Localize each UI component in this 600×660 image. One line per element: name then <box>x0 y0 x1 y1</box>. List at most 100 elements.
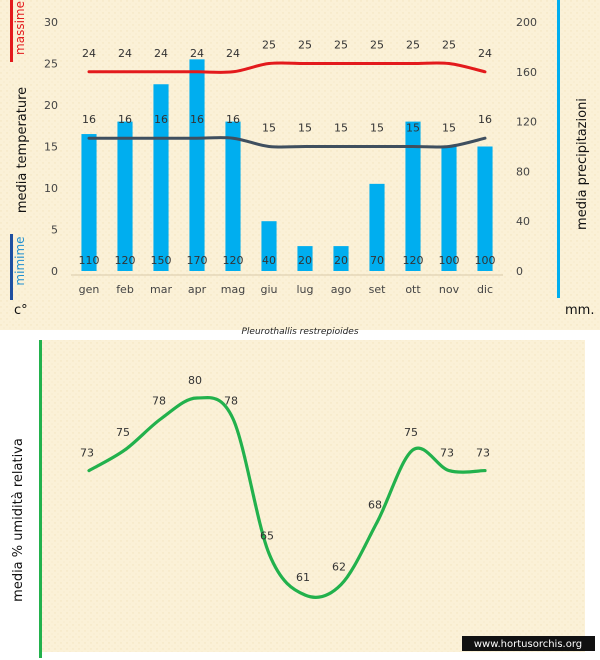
max-temperature-label: 24 <box>190 47 204 60</box>
left-tick-label: 0 <box>51 265 58 278</box>
humidity-label: 78 <box>224 395 238 408</box>
humidity-label: 78 <box>152 395 166 408</box>
humidity-label: 73 <box>80 447 94 460</box>
precipitation-bar <box>405 121 421 271</box>
month-label: ago <box>331 283 352 296</box>
max-temperature-label: 24 <box>82 47 96 60</box>
min-temperature-label: 15 <box>262 122 276 135</box>
left-tick-label: 15 <box>44 141 58 154</box>
max-temperature-line <box>87 61 487 74</box>
humidity-label: 73 <box>440 447 454 460</box>
month-label: set <box>369 283 386 296</box>
max-temperature-label: 24 <box>154 47 168 60</box>
humidity-label: 75 <box>116 426 130 439</box>
max-temperature-label: 25 <box>370 39 384 52</box>
min-temperature-label: 16 <box>226 113 240 126</box>
max-temperature-label: 25 <box>442 39 456 52</box>
max-temperature-label: 25 <box>406 39 420 52</box>
month-label: feb <box>116 283 134 296</box>
humidity-line <box>87 395 487 599</box>
species-title: Pleurothallis restrepioides <box>241 327 358 337</box>
humidity-chart-background <box>40 340 585 652</box>
precipitation-label: 20 <box>334 254 348 267</box>
month-label: mar <box>150 283 172 296</box>
right-tick-label: 120 <box>516 116 537 129</box>
month-label: apr <box>188 283 207 296</box>
left-unit-label: c° <box>14 303 28 318</box>
min-temperature-label: 16 <box>82 113 96 126</box>
precipitation-label: 100 <box>439 254 460 267</box>
humidity-label: 68 <box>368 498 382 511</box>
right-axis-title: media precipitazioni <box>575 98 590 230</box>
left-tick-label: 25 <box>44 58 58 71</box>
precipitation-label: 20 <box>298 254 312 267</box>
precipitation-label: 110 <box>79 254 100 267</box>
left-tick-label: 5 <box>51 224 58 237</box>
precipitation-bar <box>189 59 205 271</box>
right-tick-label: 40 <box>516 215 530 228</box>
legend-min-label: mimime <box>13 236 27 285</box>
max-temperature-label: 24 <box>118 47 132 60</box>
min-temperature-label: 16 <box>478 113 492 126</box>
humidity-chart: 73 75 78 80 78 65 61 62 68 75 73 73 <box>80 374 490 599</box>
min-temperature-label: 16 <box>190 113 204 126</box>
min-temperature-label: 15 <box>298 122 312 135</box>
legend-max-swatch <box>10 0 13 62</box>
humidity-label: 61 <box>296 571 310 584</box>
month-label: gen <box>79 283 100 296</box>
right-tick-label: 160 <box>516 66 537 79</box>
precipitation-bar <box>117 121 133 271</box>
max-temperature-label: 24 <box>226 47 240 60</box>
month-label: dic <box>477 283 493 296</box>
max-temperature-label: 24 <box>478 47 492 60</box>
left-tick-label: 20 <box>44 99 58 112</box>
precipitation-bar <box>153 84 169 271</box>
right-tick-label: 80 <box>516 165 530 178</box>
precipitation-label: 120 <box>403 254 424 267</box>
precipitation-label: 120 <box>115 254 136 267</box>
left-tick-label: 30 <box>44 16 58 29</box>
legend-min-swatch <box>10 234 13 300</box>
min-temperature-label: 15 <box>406 122 420 135</box>
precipitation-label: 40 <box>262 254 276 267</box>
month-label: giu <box>260 283 277 296</box>
humidity-axis-title: media % umidità relativa <box>11 438 26 602</box>
precipitation-bar <box>369 183 385 271</box>
precipitation-label: 100 <box>475 254 496 267</box>
left-axis-title: media temperature <box>15 87 30 213</box>
min-temperature-line <box>87 136 487 149</box>
humidity-label: 65 <box>260 530 274 543</box>
humidity-label: 73 <box>476 447 490 460</box>
right-unit-label: mm. <box>565 303 594 318</box>
legend-max-label: massime <box>13 1 27 55</box>
month-label: mag <box>221 283 245 296</box>
precipitation-bar <box>297 246 313 271</box>
precipitation-label: 70 <box>370 254 384 267</box>
max-temperature-label: 25 <box>262 39 276 52</box>
left-tick-label: 10 <box>44 182 58 195</box>
precipitation-bar <box>225 121 241 271</box>
temperature-precipitation-chart: 0 5 10 15 20 25 30 0 40 80 120 160 200 24 24 24 24 24 25 25… <box>44 16 537 296</box>
month-label: lug <box>296 283 313 296</box>
min-temperature-label: 16 <box>118 113 132 126</box>
right-tick-label: 0 <box>516 265 523 278</box>
precipitation-bar <box>441 146 457 271</box>
precipitation-bar <box>333 246 349 271</box>
precipitation-bar <box>477 146 493 271</box>
max-temperature-label: 25 <box>334 39 348 52</box>
min-temperature-label: 15 <box>442 122 456 135</box>
precipitation-label: 170 <box>187 254 208 267</box>
precipitation-bar <box>261 221 277 271</box>
watermark-box <box>462 636 595 651</box>
humidity-label: 75 <box>404 426 418 439</box>
right-tick-label: 200 <box>516 16 537 29</box>
min-temperature-label: 15 <box>334 122 348 135</box>
month-label: nov <box>439 283 460 296</box>
right-axis-swatch <box>557 0 560 298</box>
humidity-label: 62 <box>332 561 346 574</box>
humidity-axis-bar <box>39 340 42 658</box>
precipitation-label: 120 <box>223 254 244 267</box>
watermark: www.hortusorchis.org <box>474 639 582 650</box>
